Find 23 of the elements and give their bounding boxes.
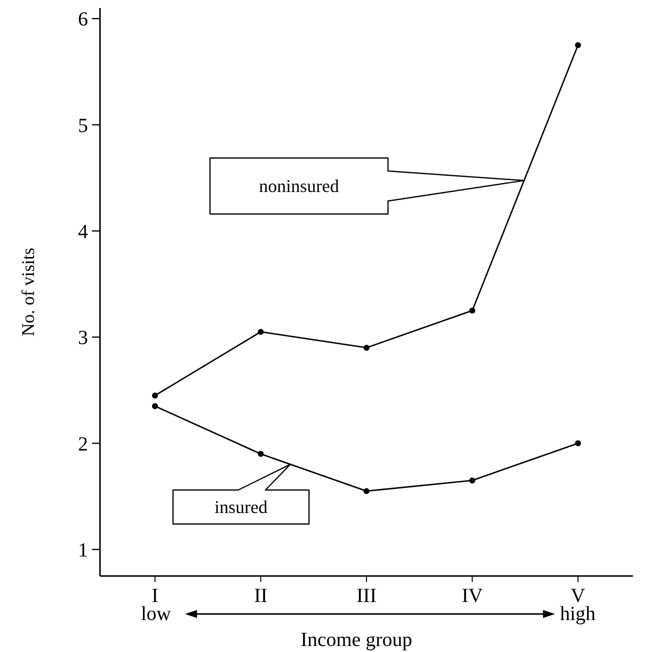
y-tick-label: 1 <box>78 539 88 562</box>
point <box>364 488 370 494</box>
x-tick-label: III <box>356 585 376 607</box>
point <box>364 344 370 351</box>
y-tick-label: 5 <box>78 114 88 137</box>
point <box>258 328 264 335</box>
point <box>575 440 581 446</box>
x-tick-label: IV <box>462 585 484 607</box>
point <box>152 403 158 410</box>
point <box>575 42 581 48</box>
text: noninsured <box>259 176 339 196</box>
point <box>469 308 476 314</box>
x-axis-title: Income group <box>300 629 412 651</box>
y-axis-title: No. of visits <box>18 248 38 336</box>
y-tick-label: 6 <box>78 8 88 31</box>
point <box>152 392 158 399</box>
x-tick-label: II <box>254 585 268 607</box>
point <box>469 477 476 484</box>
y-tick-label: 2 <box>78 433 88 456</box>
text: insured <box>214 497 268 517</box>
y-tick-label: 3 <box>78 327 88 350</box>
y-tick-label: 4 <box>78 220 88 243</box>
point <box>258 450 264 457</box>
